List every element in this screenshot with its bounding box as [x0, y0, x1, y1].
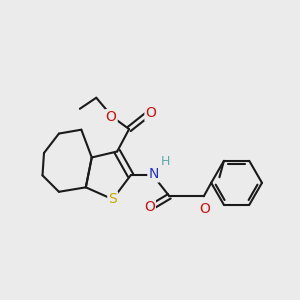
Text: S: S — [108, 192, 117, 206]
Text: N: N — [148, 167, 159, 182]
Text: H: H — [161, 154, 170, 167]
Text: O: O — [199, 202, 210, 216]
Text: O: O — [144, 200, 155, 214]
Text: O: O — [146, 106, 156, 120]
Text: O: O — [106, 110, 117, 124]
